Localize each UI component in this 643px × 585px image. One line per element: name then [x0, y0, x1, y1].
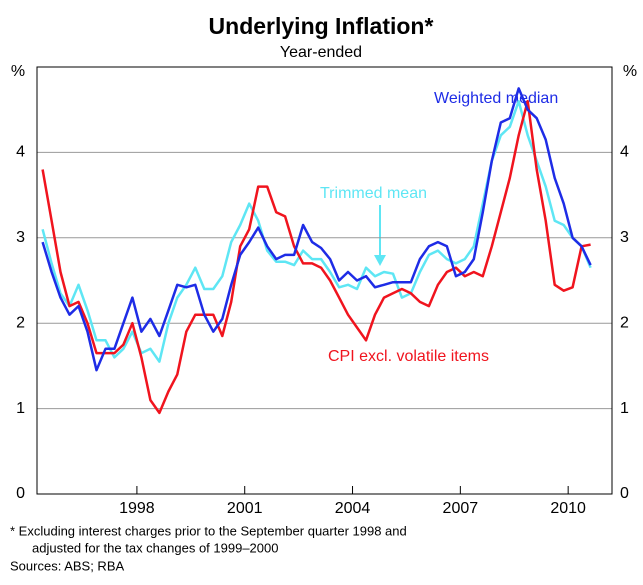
y-unit-left: %	[11, 63, 25, 80]
y-tick-label: 4	[16, 144, 25, 161]
y-tick-label: 4	[620, 144, 629, 161]
y-tick-label: 0	[16, 485, 25, 502]
x-tick-label: 2004	[335, 500, 371, 517]
x-tick-label: 2010	[550, 500, 586, 517]
y-unit-right: %	[623, 63, 637, 80]
series-label: Weighted median	[434, 90, 558, 107]
plot: 0 0 1 1 2 2 3 3 4 4 1998 2001 2004 2007 2010	[16, 66, 629, 517]
x-tick-label: 2001	[227, 500, 263, 517]
x-tick-label: 2007	[443, 500, 479, 517]
y-tick-label: 2	[16, 314, 25, 331]
x-tick-label: 1998	[119, 500, 155, 517]
y-tick-label: 3	[620, 229, 629, 246]
y-tick-label: 1	[16, 400, 25, 417]
chart-title: Underlying Inflation*	[209, 13, 434, 39]
series-line	[41, 99, 592, 363]
chart-subtitle: Year-ended	[280, 44, 362, 61]
footnote: * Excluding interest charges prior to th…	[10, 523, 407, 538]
y-tick-label: 3	[16, 229, 25, 246]
series-line	[41, 87, 592, 372]
y-tick-label: 0	[620, 485, 629, 502]
series-label: CPI excl. volatile items	[328, 348, 489, 365]
arrow	[374, 205, 386, 266]
footnote: Sources: ABS; RBA	[10, 558, 124, 573]
series-line	[41, 99, 591, 415]
footnote: adjusted for the tax changes of 1999–200…	[32, 540, 278, 555]
y-tick-label: 2	[620, 314, 629, 331]
series-label: Trimmed mean	[320, 185, 427, 202]
plot-frame	[36, 66, 613, 495]
y-tick-label: 1	[620, 400, 629, 417]
